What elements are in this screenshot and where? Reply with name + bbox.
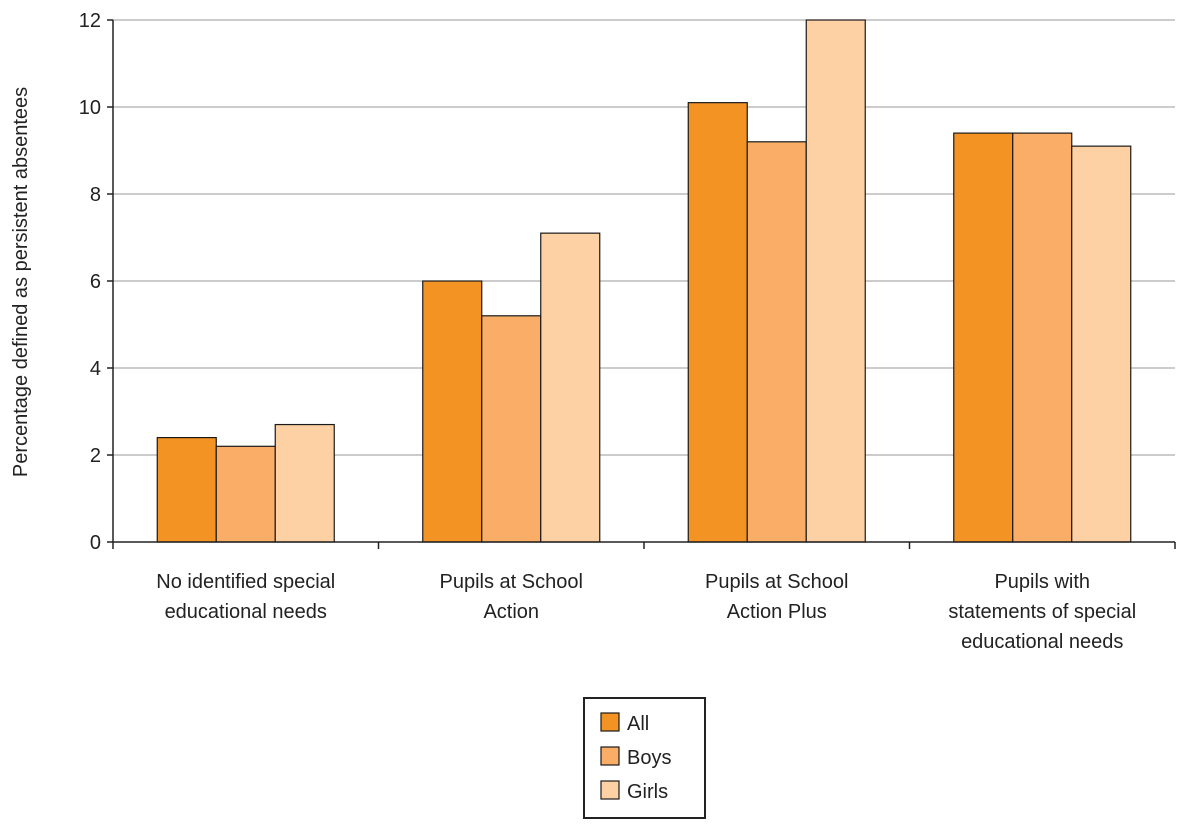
bar-boys-1 (215, 445, 276, 543)
x-category-label: Pupils at School Action (440, 571, 583, 623)
bar-girls-4 (1071, 145, 1132, 543)
y-tick-label: 2 (90, 445, 101, 467)
legend: All Boys Girls (583, 697, 706, 819)
bar-girls-2 (540, 232, 601, 543)
bar-all-4 (953, 132, 1014, 543)
x-category-label-line: Action (483, 601, 539, 623)
legend-label-boys: Boys (627, 747, 671, 769)
x-category-label-line: educational needs (165, 601, 327, 623)
bar-all-2 (422, 280, 483, 543)
bar-boys-2 (481, 315, 542, 543)
y-tick-labels: 0 2 4 6 8 10 12 (79, 10, 101, 554)
x-category-label: No identified special educational needs (156, 571, 335, 623)
y-tick-label: 10 (79, 97, 101, 119)
bar-girls-3 (805, 19, 866, 543)
x-category-label-line: Action Plus (727, 601, 827, 623)
y-tick-label: 4 (90, 358, 101, 380)
legend-swatch-girls (600, 780, 620, 800)
x-category-label: Pupils with statements of special educatio… (948, 571, 1136, 653)
legend-swatch-all (600, 712, 620, 732)
bar-all-1 (156, 437, 217, 543)
y-axis-label: Percentage defined as persistent absente… (10, 87, 32, 477)
x-category-label: Pupils at School Action Plus (705, 571, 848, 623)
y-tick-label: 6 (90, 271, 101, 293)
axes (107, 19, 1176, 549)
x-category-label-line: Pupils with (994, 571, 1090, 593)
bars (156, 19, 1132, 543)
bar-boys-3 (746, 141, 807, 543)
y-tick-label: 0 (90, 532, 101, 554)
y-tick-label: 12 (79, 10, 101, 32)
y-tick-label: 8 (90, 184, 101, 206)
bar-all-3 (687, 102, 748, 543)
x-category-label-line: educational needs (961, 631, 1123, 653)
x-category-label-line: Pupils at School (440, 571, 583, 593)
x-category-label-line: Pupils at School (705, 571, 848, 593)
x-category-label-line: statements of special (948, 601, 1136, 623)
bar-boys-4 (1012, 132, 1073, 543)
legend-label-all: All (627, 713, 649, 735)
bar-girls-1 (274, 423, 335, 543)
x-category-label-line: No identified special (156, 571, 335, 593)
x-category-labels: No identified special educational needsPu… (156, 571, 1136, 653)
legend-label-girls: Girls (627, 781, 668, 803)
legend-swatch-boys (600, 746, 620, 766)
